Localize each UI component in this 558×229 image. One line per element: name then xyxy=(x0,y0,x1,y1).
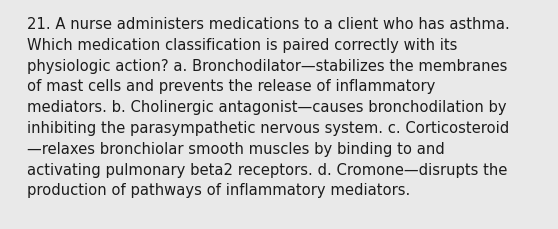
Text: mediators. b. Cholinergic antagonist—causes bronchodilation by: mediators. b. Cholinergic antagonist—cau… xyxy=(27,100,507,115)
Text: of mast cells and prevents the release of inflammatory: of mast cells and prevents the release o… xyxy=(27,79,435,94)
Text: inhibiting the parasympathetic nervous system. c. Corticosteroid: inhibiting the parasympathetic nervous s… xyxy=(27,120,509,135)
Text: —relaxes bronchiolar smooth muscles by binding to and: —relaxes bronchiolar smooth muscles by b… xyxy=(27,141,445,156)
Text: activating pulmonary beta2 receptors. d. Cromone—disrupts the: activating pulmonary beta2 receptors. d.… xyxy=(27,162,507,177)
Text: physiologic action? a. Bronchodilator—stabilizes the membranes: physiologic action? a. Bronchodilator—st… xyxy=(27,58,507,73)
Text: Which medication classification is paired correctly with its: Which medication classification is paire… xyxy=(27,38,458,53)
Text: production of pathways of inflammatory mediators.: production of pathways of inflammatory m… xyxy=(27,183,410,198)
Text: 21. A nurse administers medications to a client who has asthma.: 21. A nurse administers medications to a… xyxy=(27,17,510,32)
